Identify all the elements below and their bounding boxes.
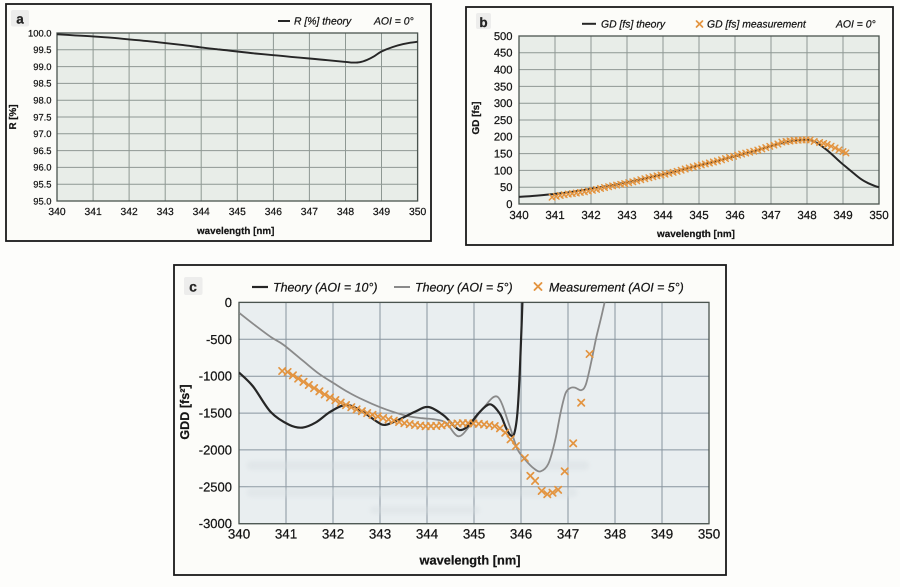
svg-text:341: 341 bbox=[545, 209, 564, 222]
svg-text:0: 0 bbox=[506, 199, 512, 211]
svg-text:347: 347 bbox=[761, 209, 780, 222]
svg-text:344: 344 bbox=[653, 209, 673, 222]
svg-text:100.0: 100.0 bbox=[28, 27, 51, 38]
svg-text:342: 342 bbox=[581, 209, 600, 222]
svg-text:400: 400 bbox=[494, 65, 513, 77]
svg-text:341: 341 bbox=[275, 527, 297, 542]
svg-text:a: a bbox=[16, 12, 24, 27]
svg-text:343: 343 bbox=[157, 207, 174, 218]
svg-text:GD [fs] measurement: GD [fs] measurement bbox=[707, 19, 807, 30]
svg-text:300: 300 bbox=[494, 98, 513, 110]
svg-text:343: 343 bbox=[617, 209, 636, 222]
svg-text:wavelength [nm]: wavelength [nm] bbox=[656, 229, 735, 240]
svg-text:200: 200 bbox=[494, 132, 513, 144]
svg-text:Theory (AOI = 5°): Theory (AOI = 5°) bbox=[415, 281, 513, 295]
svg-text:-3000: -3000 bbox=[199, 516, 232, 531]
svg-text:343: 343 bbox=[369, 527, 391, 542]
svg-text:500: 500 bbox=[494, 31, 513, 43]
svg-text:347: 347 bbox=[557, 527, 579, 542]
svg-text:341: 341 bbox=[85, 207, 102, 218]
svg-text:349: 349 bbox=[651, 527, 673, 542]
svg-text:349: 349 bbox=[373, 207, 390, 218]
svg-text:R [%] theory: R [%] theory bbox=[294, 17, 352, 28]
svg-text:346: 346 bbox=[510, 527, 532, 542]
svg-text:-2000: -2000 bbox=[199, 442, 232, 457]
svg-text:-1000: -1000 bbox=[199, 369, 232, 384]
svg-text:AOI = 0°: AOI = 0° bbox=[373, 17, 414, 28]
svg-text:b: b bbox=[479, 15, 487, 30]
svg-text:wavelength [nm]: wavelength [nm] bbox=[419, 553, 521, 568]
svg-text:345: 345 bbox=[229, 207, 246, 218]
svg-text:AOI = 0°: AOI = 0° bbox=[835, 19, 876, 30]
svg-text:96.0: 96.0 bbox=[33, 162, 51, 173]
svg-text:97.0: 97.0 bbox=[33, 128, 51, 139]
svg-text:342: 342 bbox=[322, 527, 344, 542]
svg-text:50: 50 bbox=[500, 182, 512, 194]
svg-text:97.5: 97.5 bbox=[33, 111, 51, 122]
svg-text:100: 100 bbox=[494, 165, 513, 177]
svg-text:346: 346 bbox=[265, 207, 282, 218]
svg-text:-500: -500 bbox=[206, 332, 232, 347]
svg-text:350: 350 bbox=[494, 81, 513, 93]
svg-text:c: c bbox=[189, 279, 197, 295]
svg-text:342: 342 bbox=[121, 207, 138, 218]
svg-text:Theory (AOI = 10°): Theory (AOI = 10°) bbox=[273, 281, 377, 295]
svg-text:GD [fs]: GD [fs] bbox=[471, 102, 482, 135]
svg-text:350: 350 bbox=[698, 527, 720, 542]
svg-text:99.0: 99.0 bbox=[33, 61, 51, 72]
svg-text:340: 340 bbox=[228, 527, 250, 542]
svg-text:345: 345 bbox=[689, 209, 708, 222]
svg-text:95.5: 95.5 bbox=[33, 179, 51, 190]
svg-text:-2500: -2500 bbox=[199, 479, 232, 494]
svg-text:344: 344 bbox=[416, 527, 439, 542]
svg-text:150: 150 bbox=[494, 149, 513, 161]
svg-text:-1500: -1500 bbox=[199, 406, 232, 421]
svg-text:wavelength [nm]: wavelength [nm] bbox=[196, 226, 274, 237]
svg-text:0: 0 bbox=[225, 295, 232, 310]
svg-text:250: 250 bbox=[494, 115, 513, 127]
svg-text:340: 340 bbox=[48, 207, 65, 218]
svg-text:R [%]: R [%] bbox=[8, 104, 19, 129]
svg-text:340: 340 bbox=[509, 209, 528, 222]
svg-text:96.5: 96.5 bbox=[33, 145, 51, 156]
svg-text:346: 346 bbox=[725, 209, 744, 222]
svg-text:95.0: 95.0 bbox=[33, 195, 51, 206]
svg-text:350: 350 bbox=[409, 207, 426, 218]
svg-text:348: 348 bbox=[797, 209, 816, 222]
svg-text:98.0: 98.0 bbox=[33, 95, 51, 106]
svg-text:348: 348 bbox=[337, 207, 354, 218]
svg-text:GDD [fs²]: GDD [fs²] bbox=[178, 384, 192, 439]
svg-text:Measurement (AOI = 5°): Measurement (AOI = 5°) bbox=[549, 281, 684, 295]
svg-text:347: 347 bbox=[301, 207, 318, 218]
svg-text:98.5: 98.5 bbox=[33, 78, 51, 89]
svg-text:344: 344 bbox=[193, 207, 210, 218]
svg-text:GD [fs] theory: GD [fs] theory bbox=[601, 19, 666, 30]
svg-text:450: 450 bbox=[494, 48, 513, 60]
svg-text:350: 350 bbox=[869, 209, 888, 222]
svg-text:348: 348 bbox=[604, 527, 626, 542]
svg-text:349: 349 bbox=[833, 209, 852, 222]
svg-text:345: 345 bbox=[463, 527, 485, 542]
svg-text:99.5: 99.5 bbox=[33, 44, 51, 55]
